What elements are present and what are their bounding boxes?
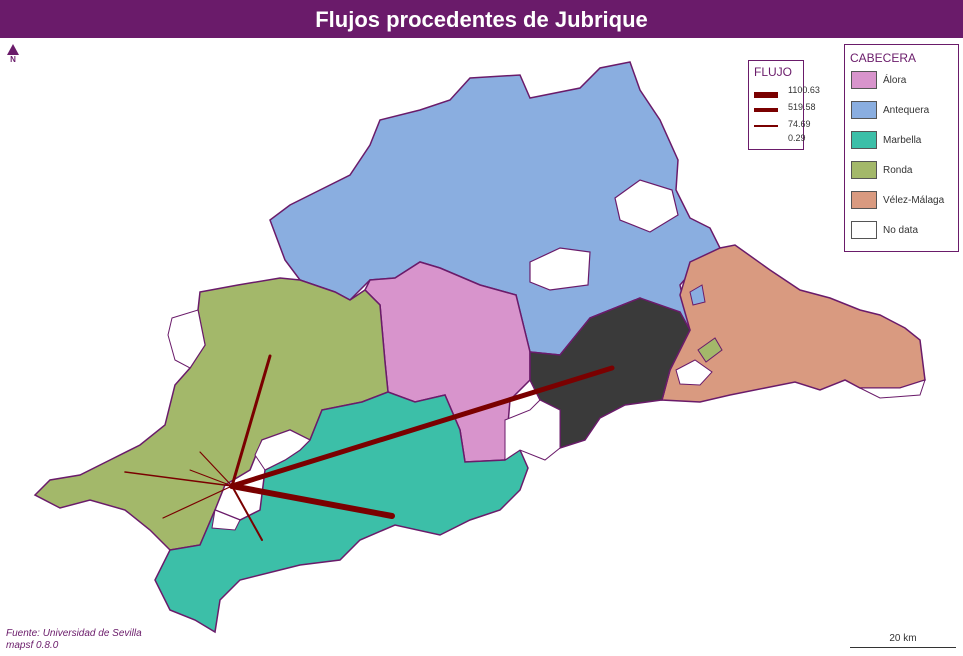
map-title: Flujos procedentes de Jubrique	[315, 7, 648, 32]
flow-legend-line	[754, 92, 778, 98]
cabecera-legend-item: Marbella	[851, 131, 957, 151]
flow-to-southwest	[162, 485, 233, 519]
scale-bar: 20 km	[850, 633, 956, 648]
legend-swatch	[851, 161, 877, 179]
flow-legend-value: 519.58	[788, 102, 816, 112]
cabecera-legend-label: Álora	[883, 75, 907, 86]
flow-to-north-near	[199, 451, 233, 487]
flow-lines	[124, 354, 615, 541]
flow-legend-value: 1100.63	[788, 85, 820, 95]
cabecera-legend-label: Marbella	[883, 135, 922, 146]
flow-legend-line	[754, 125, 778, 127]
flow-legend-item: 0.29	[754, 133, 806, 146]
north-arrow: N	[6, 44, 20, 64]
map-canvas	[33, 61, 926, 634]
source-line: Fuente: Universidad de Sevilla	[6, 628, 142, 639]
flow-to-ronda-north	[230, 354, 272, 488]
cabecera-legend-title: CABECERA	[850, 51, 917, 65]
source-note: Fuente: Universidad de Sevilla mapsf 0.8…	[6, 628, 142, 652]
flow-legend-item: 1100.63	[754, 85, 820, 98]
flow-to-west-near	[189, 469, 233, 487]
scale-line	[850, 647, 956, 648]
cabecera-legend-label: No data	[883, 225, 919, 236]
scale-label: 20 km	[889, 633, 917, 644]
flow-legend: FLUJO 1100.63 519.58 74.69 0.29	[748, 60, 820, 150]
cabecera-legend-item: Álora	[851, 71, 957, 91]
flow-to-marbella	[229, 483, 395, 519]
flow-legend-item: 519.58	[754, 102, 816, 115]
cabecera-legend-label: Antequera	[883, 105, 930, 116]
flow-to-antequera-area	[229, 365, 615, 489]
legend-swatch	[851, 71, 877, 89]
legend-swatch	[851, 131, 877, 149]
title-bar: Flujos procedentes de Jubrique	[0, 0, 963, 38]
legend-swatch	[851, 191, 877, 209]
north-arrow-icon	[7, 44, 19, 55]
flow-legend-line	[754, 108, 778, 112]
cabecera-legend-item: Antequera	[851, 101, 957, 121]
flow-legend-title: FLUJO	[754, 65, 793, 79]
flow-to-west	[124, 471, 233, 487]
legend-swatch	[851, 101, 877, 119]
cabecera-legend: CABECERA Álora Antequera Marbella Ronda …	[844, 44, 959, 252]
cabecera-legend-label: Ronda	[883, 165, 913, 176]
region-highlight	[529, 297, 691, 450]
cabecera-legend-item: Vélez-Málaga	[851, 191, 957, 211]
flow-to-marbella-south	[231, 485, 263, 541]
flow-legend-value: 74.69	[788, 119, 811, 129]
source-line: mapsf 0.8.0	[6, 640, 59, 651]
legend-swatch	[851, 221, 877, 239]
north-label: N	[10, 55, 16, 64]
region-marbella	[154, 391, 529, 634]
cabecera-legend-item: Ronda	[851, 161, 957, 181]
cabecera-legend-label: Vélez-Málaga	[883, 195, 945, 206]
flow-legend-value: 0.29	[788, 133, 806, 143]
flow-legend-item: 74.69	[754, 119, 811, 132]
cabecera-legend-item: No data	[851, 221, 957, 241]
